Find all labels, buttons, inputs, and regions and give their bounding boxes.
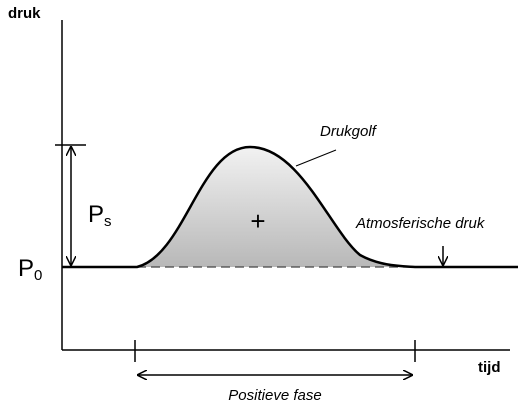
ps-sub: s (104, 213, 112, 230)
wave-label: Drukgolf (320, 123, 378, 140)
ps-main: P (88, 201, 104, 228)
p0-sub: 0 (34, 267, 42, 284)
p0-label: P0 (18, 255, 42, 284)
wave-fill (137, 147, 415, 267)
plus: + (250, 206, 265, 236)
pressure-curve (62, 145, 518, 269)
phase-label: Positieve fase (228, 387, 321, 404)
x-axis-label: tijd (478, 359, 501, 376)
wave-leader (295, 149, 337, 167)
y-axis-label: druk (8, 5, 41, 22)
p0-main: P (18, 255, 34, 282)
ps-label: Ps (88, 201, 112, 230)
atmosphere-label: Atmosferische druk (355, 215, 486, 232)
